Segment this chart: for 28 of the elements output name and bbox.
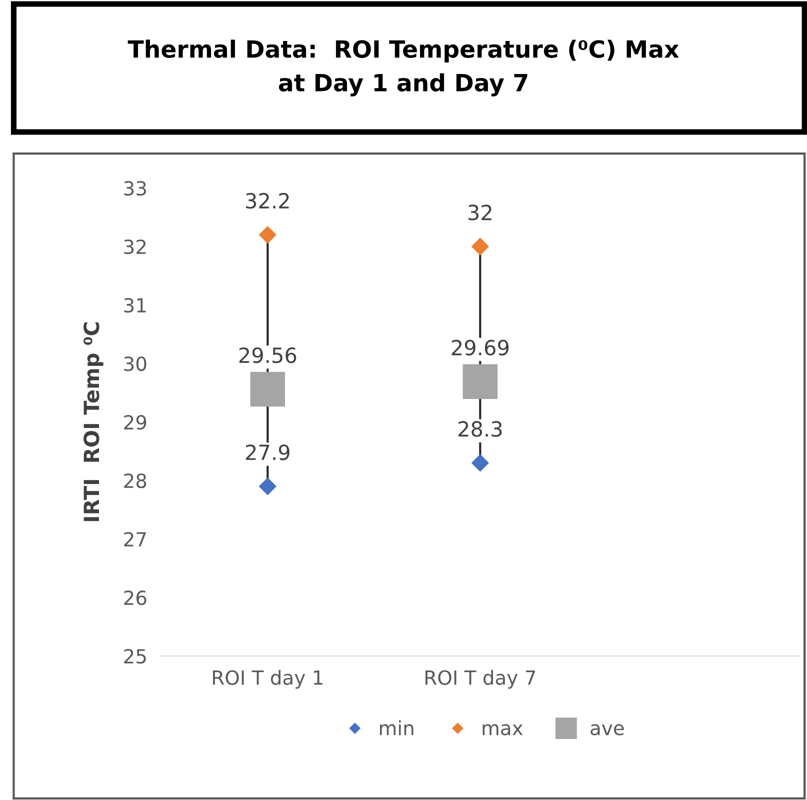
point bbox=[472, 454, 489, 472]
y-tick-label: 28 bbox=[124, 473, 146, 488]
point bbox=[250, 372, 286, 407]
chart-title: Thermal Data: ROI Temperature (⁰C) Max at Day 1 and Day 7 bbox=[128, 40, 679, 96]
y-tick-label: 33 bbox=[124, 180, 146, 196]
y-tick-label: 26 bbox=[124, 590, 146, 606]
y-tick-label: 30 bbox=[124, 356, 146, 372]
data-label: 32 bbox=[468, 204, 492, 220]
legend-label: ave bbox=[590, 724, 624, 736]
y-axis-title: IRTI ROI Temp ⁰C bbox=[84, 322, 104, 522]
y-tick-label: 31 bbox=[124, 298, 146, 313]
y-tick-label: 25 bbox=[124, 648, 146, 664]
point bbox=[462, 364, 498, 399]
data-label: 28.3 bbox=[458, 421, 502, 437]
point bbox=[259, 478, 276, 495]
x-tick-label: ROI T day 1 bbox=[213, 670, 322, 689]
y-tick-label: 32 bbox=[124, 239, 146, 254]
legend-label: max bbox=[482, 724, 523, 736]
legend-label: min bbox=[380, 720, 414, 736]
y-tick-label: 27 bbox=[124, 532, 146, 546]
data-label: 29.69 bbox=[452, 340, 509, 356]
x-tick-label: ROI T day 7 bbox=[426, 670, 536, 689]
point bbox=[259, 226, 276, 244]
data-label: 27.9 bbox=[246, 444, 290, 460]
y-tick-label: 29 bbox=[124, 414, 146, 430]
data-label: 29.56 bbox=[239, 347, 296, 364]
point bbox=[472, 238, 489, 256]
data-label: 32.2 bbox=[246, 192, 289, 209]
